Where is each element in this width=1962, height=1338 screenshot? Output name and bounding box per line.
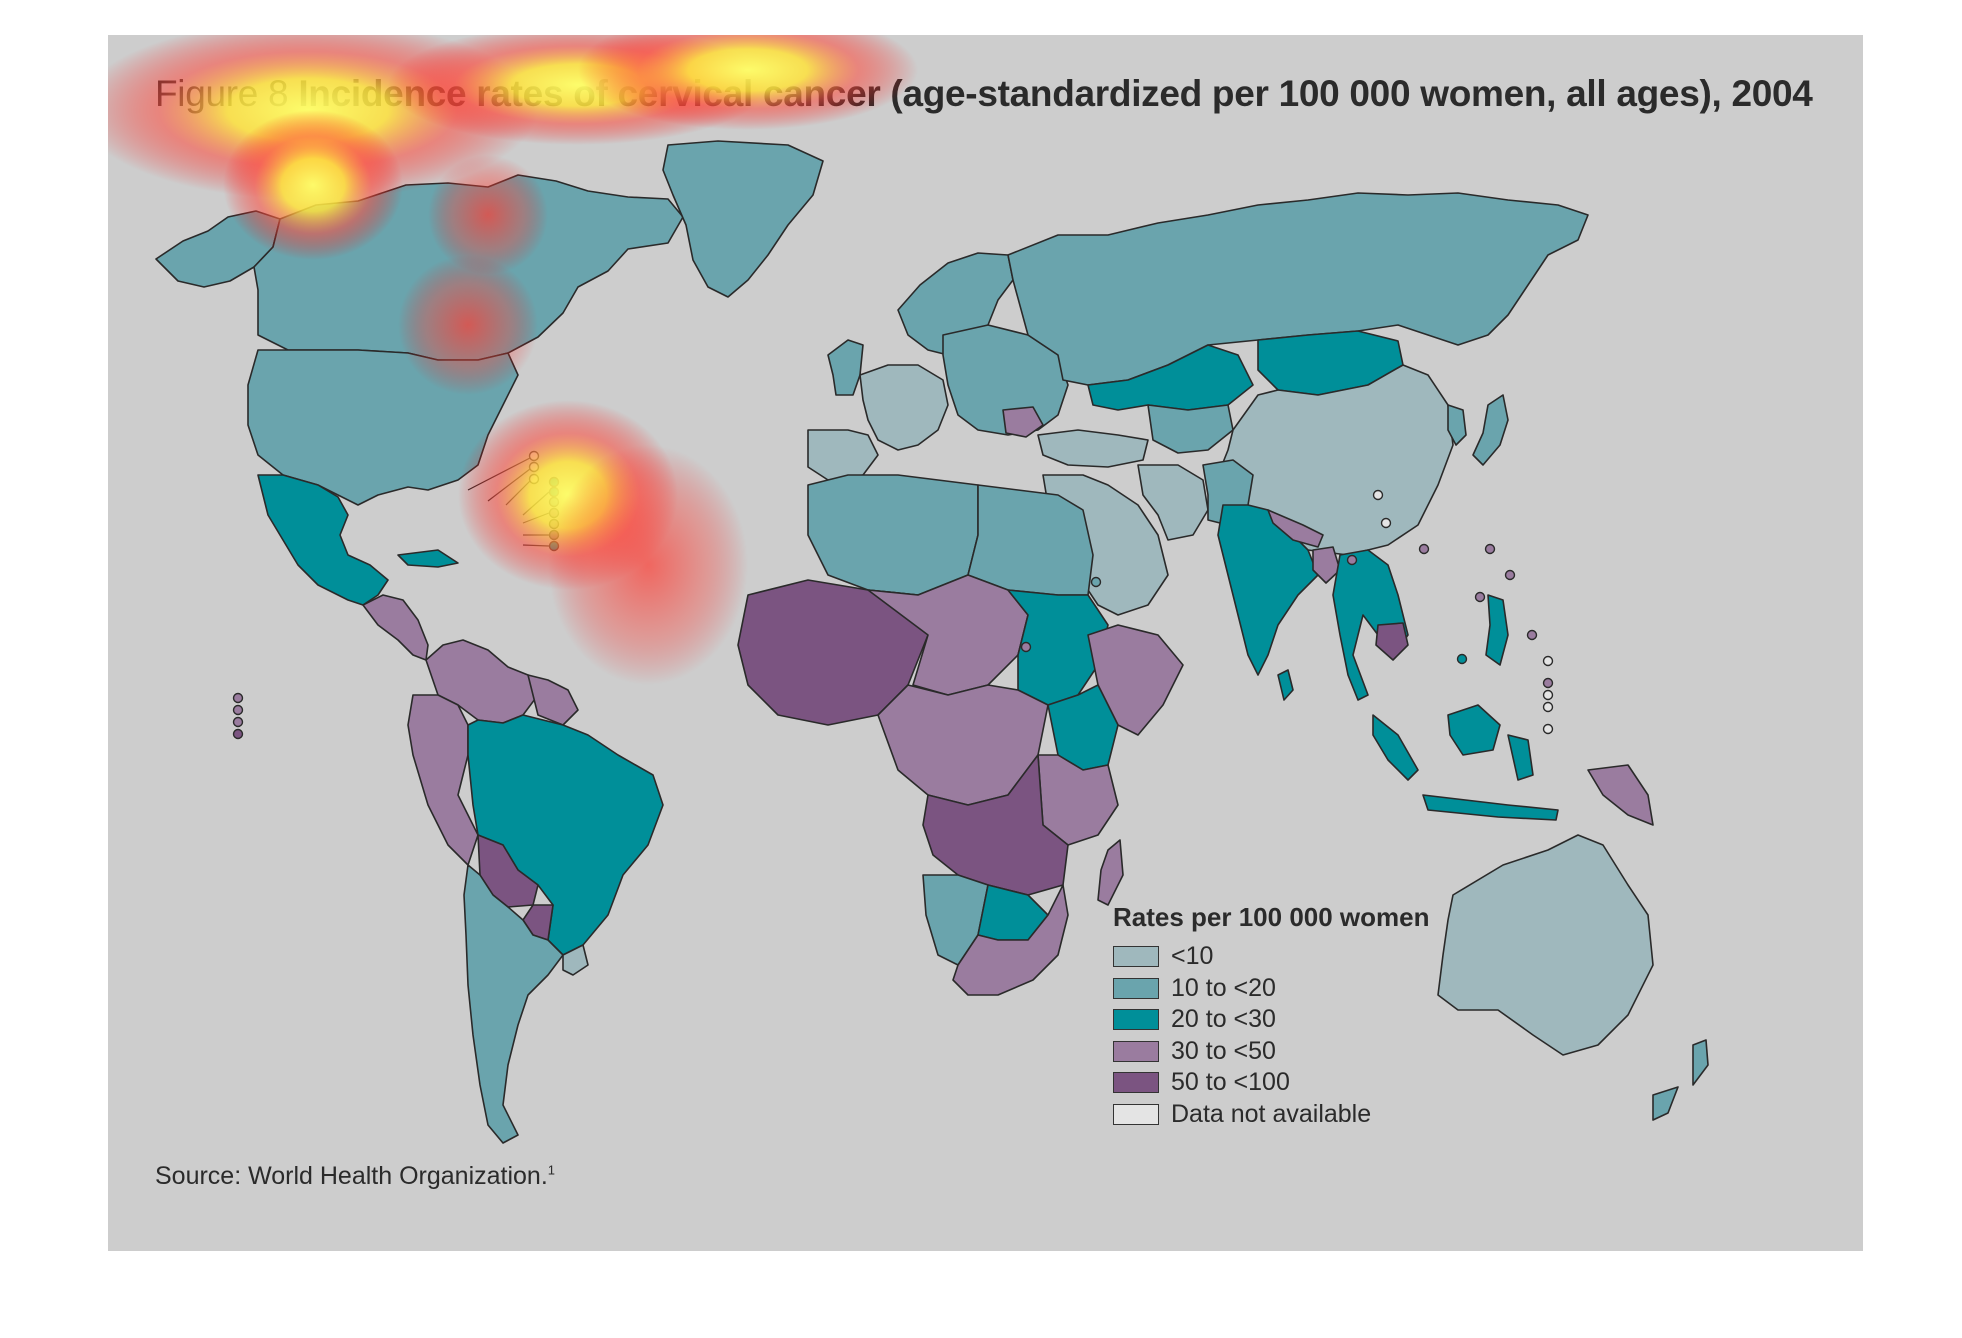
region-south-africa <box>952 884 1069 996</box>
island-marker <box>232 692 244 704</box>
region-europe-west <box>859 364 949 451</box>
region-bangladesh <box>1312 546 1341 584</box>
legend-label: <10 <box>1171 942 1214 971</box>
island-marker <box>1418 543 1430 555</box>
legend-label: 30 to <50 <box>1171 1036 1276 1065</box>
legend-swatch <box>1113 1072 1159 1094</box>
island-marker <box>1542 701 1554 713</box>
world-map <box>155 140 1709 1144</box>
figure-panel: Figure 8 Incidence rates of cervical can… <box>108 35 1863 1251</box>
source-footnote: 1 <box>547 1162 556 1178</box>
region-mexico <box>257 474 389 606</box>
island-marker <box>548 476 560 488</box>
region-sri-lanka <box>1277 669 1294 701</box>
legend-item: <10 <box>1113 941 1430 973</box>
title-text: Incidence rates of cervical cancer (age-… <box>298 73 1813 114</box>
legend-item: 20 to <30 <box>1113 1004 1430 1036</box>
legend-label: Data not available <box>1171 1099 1372 1128</box>
region-iran <box>1137 464 1209 541</box>
region-indonesia <box>1372 714 1559 821</box>
figure-number: Figure 8 <box>155 73 289 114</box>
legend-item: 50 to <100 <box>1113 1067 1430 1099</box>
island-marker <box>1380 517 1392 529</box>
legend-swatch <box>1113 1009 1159 1031</box>
island-marker <box>548 507 560 519</box>
legend-swatch <box>1113 977 1159 999</box>
legend-label: 20 to <30 <box>1171 1005 1276 1034</box>
legend: Rates per 100 000 women <10 10 to <20 20 t… <box>1113 902 1430 1130</box>
island-marker <box>1504 569 1516 581</box>
region-peru-ecuador <box>407 694 479 866</box>
region-central-asia <box>1147 404 1234 454</box>
figure-title: Figure 8 Incidence rates of cervical can… <box>155 73 1813 115</box>
region-iberia <box>807 429 879 481</box>
island-marker <box>1346 554 1358 566</box>
source-text: Source: World Health Organization. <box>155 1162 548 1190</box>
region-uk-ireland <box>827 339 864 396</box>
region-greenland <box>662 140 824 298</box>
island-marker <box>1542 689 1554 701</box>
region-central-africa <box>877 684 1049 806</box>
legend-swatch <box>1113 1040 1159 1062</box>
region-chile-argentina <box>463 864 564 1144</box>
region-japan <box>1472 394 1509 466</box>
island-marker <box>1526 629 1538 641</box>
region-borneo <box>1447 704 1501 756</box>
region-canada <box>253 174 684 361</box>
island-marker <box>528 461 540 473</box>
region-korea <box>1447 404 1467 446</box>
island-marker <box>232 716 244 728</box>
region-southeast-asia <box>1332 549 1409 701</box>
island-marker <box>1542 655 1554 667</box>
legend-swatch <box>1113 946 1159 968</box>
region-cambodia <box>1375 622 1409 661</box>
region-nepal <box>1267 509 1324 548</box>
region-kazakhstan <box>1087 344 1254 411</box>
island-marker <box>548 496 560 508</box>
region-uruguay <box>562 944 589 976</box>
legend-label: 10 to <20 <box>1171 973 1276 1002</box>
legend-title: Rates per 100 000 women <box>1113 902 1430 932</box>
region-turkey-caucasus <box>1037 429 1149 468</box>
island-marker <box>528 473 540 485</box>
island-marker <box>1484 543 1496 555</box>
region-scandinavia <box>897 252 1014 356</box>
island-marker <box>1372 489 1384 501</box>
island-marker <box>1542 677 1554 689</box>
region-madagascar <box>1097 839 1124 906</box>
island-marker <box>1542 723 1554 735</box>
legend-item: 10 to <20 <box>1113 973 1430 1005</box>
region-papua-new-guinea <box>1587 764 1654 826</box>
region-central-america <box>362 594 429 661</box>
source-note: Source: World Health Organization.1 <box>155 1162 555 1191</box>
legend-items: <10 10 to <20 20 to <30 30 to <50 50 to <100… <box>1113 941 1430 1130</box>
island-marker <box>1456 653 1468 665</box>
region-caribbean <box>397 549 459 568</box>
island-marker <box>1474 591 1486 603</box>
island-marker <box>1020 641 1032 653</box>
region-philippines <box>1485 594 1509 666</box>
region-north-africa-west <box>807 474 979 596</box>
island-marker <box>528 450 540 462</box>
island-marker <box>1090 576 1102 588</box>
region-romania <box>1002 406 1044 438</box>
legend-swatch <box>1113 1103 1159 1125</box>
island-marker <box>548 518 560 530</box>
region-new-zealand <box>1652 1039 1709 1121</box>
island-marker <box>232 704 244 716</box>
legend-item: 30 to <50 <box>1113 1036 1430 1068</box>
island-marker <box>548 540 560 552</box>
island-marker <box>232 728 244 740</box>
legend-label: 50 to <100 <box>1171 1068 1290 1097</box>
island-marker <box>548 529 560 541</box>
legend-item: Data not available <box>1113 1099 1430 1131</box>
region-australia <box>1437 834 1654 1056</box>
island-marker <box>548 486 560 498</box>
